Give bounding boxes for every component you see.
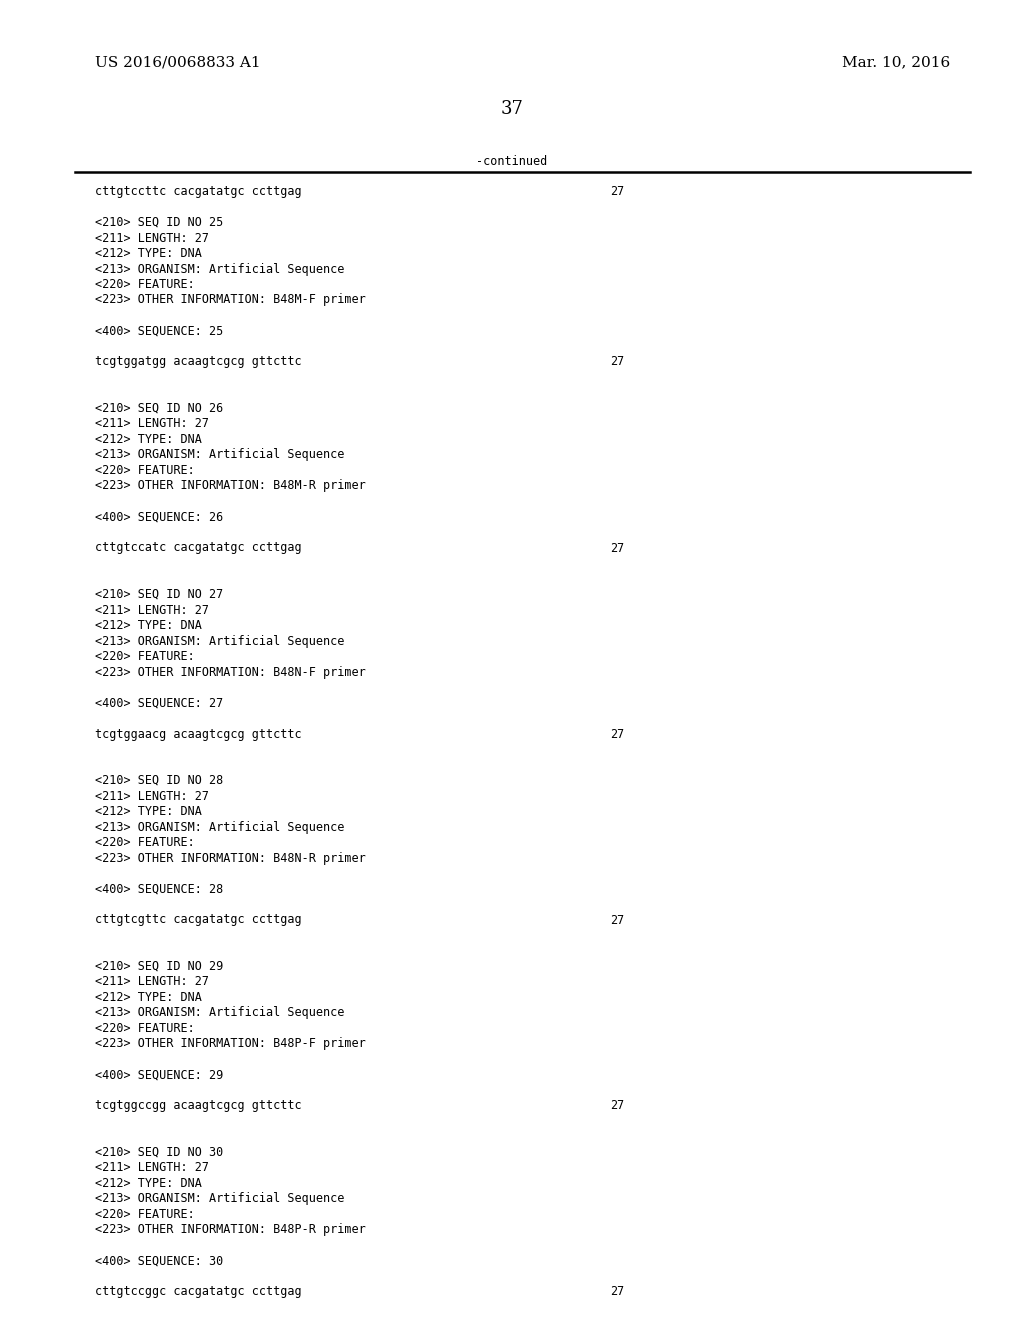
Text: <223> OTHER INFORMATION: B48N-R primer: <223> OTHER INFORMATION: B48N-R primer — [95, 851, 366, 865]
Text: -continued: -continued — [476, 154, 548, 168]
Text: <213> ORGANISM: Artificial Sequence: <213> ORGANISM: Artificial Sequence — [95, 263, 344, 276]
Text: <223> OTHER INFORMATION: B48M-F primer: <223> OTHER INFORMATION: B48M-F primer — [95, 293, 366, 306]
Text: 27: 27 — [610, 355, 625, 368]
Text: <212> TYPE: DNA: <212> TYPE: DNA — [95, 805, 202, 818]
Text: tcgtggatgg acaagtcgcg gttcttc: tcgtggatgg acaagtcgcg gttcttc — [95, 355, 302, 368]
Text: <223> OTHER INFORMATION: B48M-R primer: <223> OTHER INFORMATION: B48M-R primer — [95, 479, 366, 492]
Text: cttgtccttc cacgatatgc ccttgag: cttgtccttc cacgatatgc ccttgag — [95, 185, 302, 198]
Text: <212> TYPE: DNA: <212> TYPE: DNA — [95, 619, 202, 632]
Text: <220> FEATURE:: <220> FEATURE: — [95, 1208, 195, 1221]
Text: <211> LENGTH: 27: <211> LENGTH: 27 — [95, 1162, 209, 1175]
Text: 37: 37 — [501, 100, 523, 117]
Text: <400> SEQUENCE: 26: <400> SEQUENCE: 26 — [95, 511, 223, 524]
Text: 27: 27 — [610, 727, 625, 741]
Text: <213> ORGANISM: Artificial Sequence: <213> ORGANISM: Artificial Sequence — [95, 635, 344, 648]
Text: <220> FEATURE:: <220> FEATURE: — [95, 836, 195, 849]
Text: 27: 27 — [610, 913, 625, 927]
Text: <223> OTHER INFORMATION: B48P-R primer: <223> OTHER INFORMATION: B48P-R primer — [95, 1224, 366, 1237]
Text: US 2016/0068833 A1: US 2016/0068833 A1 — [95, 55, 261, 69]
Text: <400> SEQUENCE: 27: <400> SEQUENCE: 27 — [95, 697, 223, 710]
Text: cttgtccatc cacgatatgc ccttgag: cttgtccatc cacgatatgc ccttgag — [95, 541, 302, 554]
Text: <211> LENGTH: 27: <211> LENGTH: 27 — [95, 789, 209, 803]
Text: 27: 27 — [610, 185, 625, 198]
Text: <223> OTHER INFORMATION: B48P-F primer: <223> OTHER INFORMATION: B48P-F primer — [95, 1038, 366, 1051]
Text: <211> LENGTH: 27: <211> LENGTH: 27 — [95, 231, 209, 244]
Text: <400> SEQUENCE: 29: <400> SEQUENCE: 29 — [95, 1068, 223, 1081]
Text: <220> FEATURE:: <220> FEATURE: — [95, 465, 195, 477]
Text: <211> LENGTH: 27: <211> LENGTH: 27 — [95, 603, 209, 616]
Text: 27: 27 — [610, 541, 625, 554]
Text: <212> TYPE: DNA: <212> TYPE: DNA — [95, 433, 202, 446]
Text: <223> OTHER INFORMATION: B48N-F primer: <223> OTHER INFORMATION: B48N-F primer — [95, 665, 366, 678]
Text: <220> FEATURE:: <220> FEATURE: — [95, 279, 195, 290]
Text: <210> SEQ ID NO 27: <210> SEQ ID NO 27 — [95, 587, 223, 601]
Text: 27: 27 — [610, 1286, 625, 1299]
Text: <211> LENGTH: 27: <211> LENGTH: 27 — [95, 417, 209, 430]
Text: Mar. 10, 2016: Mar. 10, 2016 — [842, 55, 950, 69]
Text: cttgtcgttc cacgatatgc ccttgag: cttgtcgttc cacgatatgc ccttgag — [95, 913, 302, 927]
Text: <220> FEATURE:: <220> FEATURE: — [95, 649, 195, 663]
Text: 27: 27 — [610, 1100, 625, 1113]
Text: <400> SEQUENCE: 28: <400> SEQUENCE: 28 — [95, 883, 223, 895]
Text: <212> TYPE: DNA: <212> TYPE: DNA — [95, 1177, 202, 1191]
Text: <212> TYPE: DNA: <212> TYPE: DNA — [95, 247, 202, 260]
Text: <212> TYPE: DNA: <212> TYPE: DNA — [95, 991, 202, 1005]
Text: cttgtccggc cacgatatgc ccttgag: cttgtccggc cacgatatgc ccttgag — [95, 1286, 302, 1299]
Text: <213> ORGANISM: Artificial Sequence: <213> ORGANISM: Artificial Sequence — [95, 449, 344, 462]
Text: tcgtggaacg acaagtcgcg gttcttc: tcgtggaacg acaagtcgcg gttcttc — [95, 727, 302, 741]
Text: <213> ORGANISM: Artificial Sequence: <213> ORGANISM: Artificial Sequence — [95, 1192, 344, 1205]
Text: <210> SEQ ID NO 26: <210> SEQ ID NO 26 — [95, 403, 223, 414]
Text: <400> SEQUENCE: 25: <400> SEQUENCE: 25 — [95, 325, 223, 338]
Text: <210> SEQ ID NO 29: <210> SEQ ID NO 29 — [95, 960, 223, 973]
Text: <210> SEQ ID NO 25: <210> SEQ ID NO 25 — [95, 216, 223, 228]
Text: <211> LENGTH: 27: <211> LENGTH: 27 — [95, 975, 209, 989]
Text: <213> ORGANISM: Artificial Sequence: <213> ORGANISM: Artificial Sequence — [95, 821, 344, 833]
Text: <210> SEQ ID NO 28: <210> SEQ ID NO 28 — [95, 774, 223, 787]
Text: <210> SEQ ID NO 30: <210> SEQ ID NO 30 — [95, 1146, 223, 1159]
Text: <220> FEATURE:: <220> FEATURE: — [95, 1022, 195, 1035]
Text: tcgtggccgg acaagtcgcg gttcttc: tcgtggccgg acaagtcgcg gttcttc — [95, 1100, 302, 1113]
Text: <213> ORGANISM: Artificial Sequence: <213> ORGANISM: Artificial Sequence — [95, 1006, 344, 1019]
Text: <400> SEQUENCE: 30: <400> SEQUENCE: 30 — [95, 1254, 223, 1267]
